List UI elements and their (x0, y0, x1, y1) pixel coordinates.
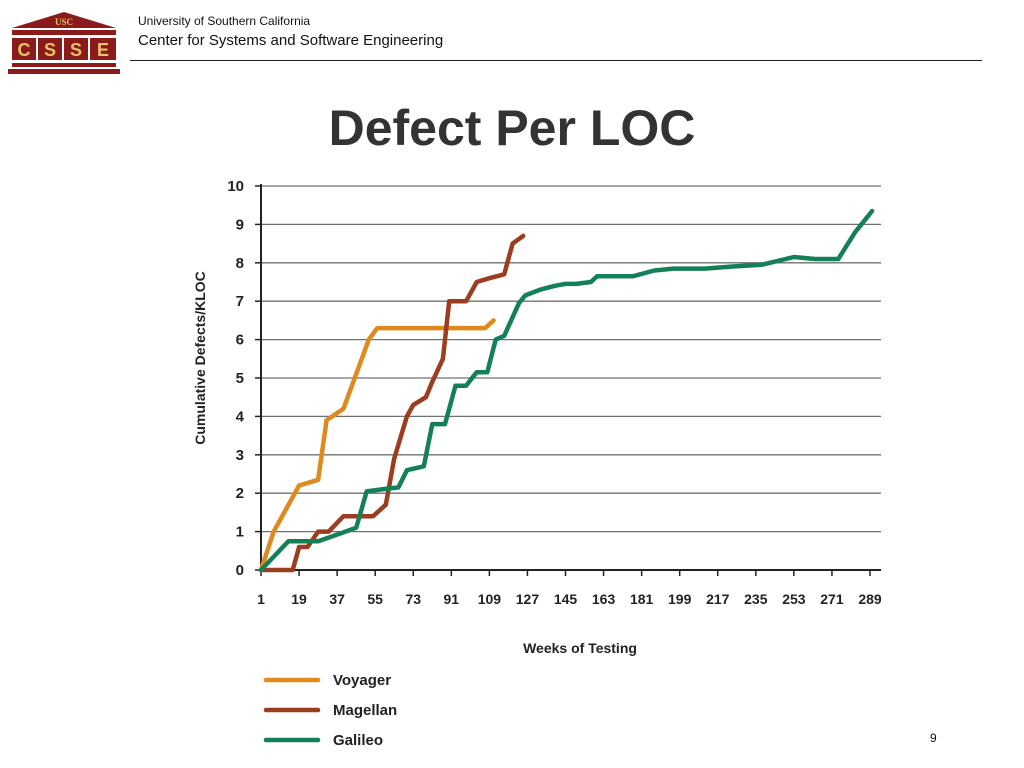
series-line-galileo (258, 208, 875, 573)
slide-title: Defect Per LOC (328, 100, 696, 156)
logo-step (12, 63, 116, 67)
x-tick-label: 19 (291, 591, 307, 607)
x-tick-label: 253 (782, 591, 806, 607)
legend-label-galileo: Galileo (333, 732, 383, 749)
logo-top-text: USC (55, 17, 73, 27)
x-tick-label: 271 (820, 591, 844, 607)
y-tick-label: 4 (236, 408, 245, 425)
page-number: 9 (930, 731, 937, 745)
series-line-voyager (258, 318, 496, 573)
logo-letters: C S S E (12, 38, 116, 60)
logo-lintel (12, 30, 116, 35)
x-tick-label: 37 (329, 591, 345, 607)
y-tick-label: 8 (236, 255, 244, 272)
logo-base (8, 69, 120, 74)
logo-letter: E (97, 40, 109, 60)
x-tick-label: 199 (668, 591, 692, 607)
y-tick-label: 7 (236, 293, 244, 310)
y-tick-label: 5 (236, 370, 244, 387)
logo-letter-box (38, 38, 62, 60)
y-tick-label: 3 (236, 447, 244, 464)
y-tick-label: 9 (236, 216, 244, 233)
chart-series (258, 208, 875, 573)
x-tick-labels: 1 19 37 55 73 91 109 127 145 163 181 199 217 235 253 27… (257, 591, 882, 607)
chart-gridlines (261, 185, 881, 533)
x-tick-label: 73 (405, 591, 421, 607)
x-axis-label: Weeks of Testing (523, 640, 637, 656)
header-divider (130, 60, 982, 61)
logo-letter: C (18, 40, 31, 60)
logo-letter: S (44, 40, 56, 60)
chart-legend: Voyager Magellan Galileo (263, 672, 397, 749)
y-tick-label: 1 (236, 524, 244, 541)
x-tick-label: 91 (444, 591, 460, 607)
legend-label-magellan: Magellan (333, 702, 397, 719)
x-tick-label: 217 (706, 591, 730, 607)
x-tick-label: 181 (630, 591, 654, 607)
y-tick-labels: 0 1 2 3 4 5 6 7 8 9 10 (227, 178, 244, 579)
logo-letter-box (90, 38, 116, 60)
series-line-magellan (258, 233, 526, 573)
x-tick-label: 289 (858, 591, 882, 607)
logo-letter-box (12, 38, 36, 60)
logo-letter-box (64, 38, 88, 60)
usc-csse-logo: USC C S S E (8, 12, 120, 74)
x-tick-label: 55 (367, 591, 383, 607)
y-axis-label: Cumulative Defects/KLOC (192, 271, 208, 444)
center-name: Center for Systems and Software Engineer… (138, 32, 444, 49)
legend-label-voyager: Voyager (333, 672, 391, 689)
y-tick-label: 6 (236, 332, 244, 349)
x-tick-label: 235 (744, 591, 768, 607)
x-tick-label: 127 (516, 591, 540, 607)
x-tick-label: 163 (592, 591, 616, 607)
y-tick-label: 10 (227, 178, 244, 195)
x-tick-label: 145 (554, 591, 578, 607)
logo-letter: S (70, 40, 82, 60)
x-tick-label: 1 (257, 591, 265, 607)
y-tick-label: 0 (236, 562, 244, 579)
logo-pediment (12, 12, 116, 28)
university-name: University of Southern California (138, 14, 311, 28)
chart-axes (255, 184, 881, 576)
x-tick-label: 109 (478, 591, 502, 607)
y-tick-label: 2 (236, 485, 244, 502)
